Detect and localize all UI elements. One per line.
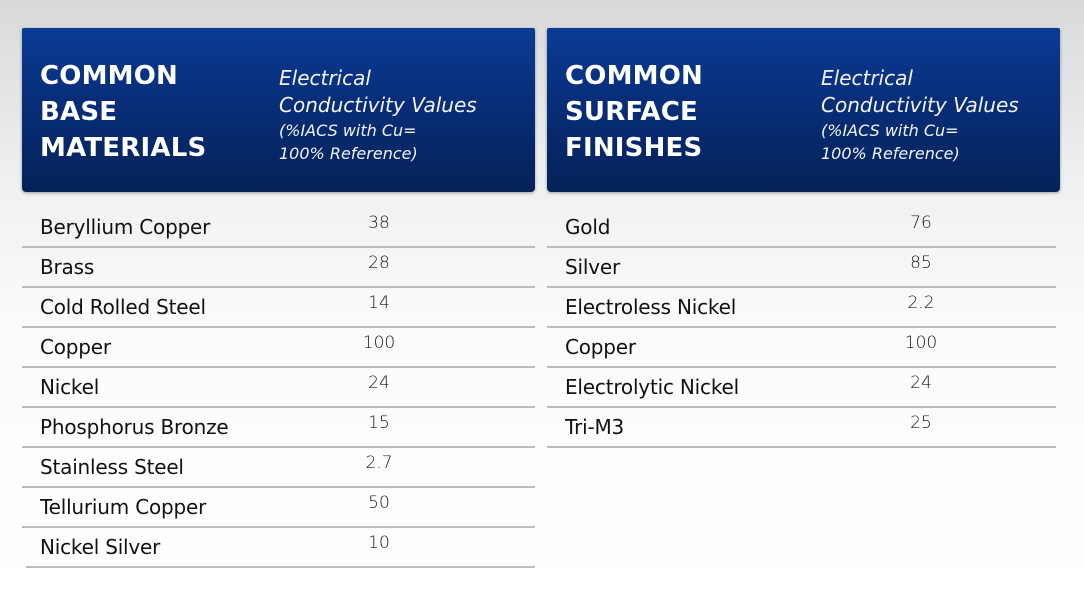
material-name: Stainless Steel — [40, 455, 184, 479]
finish-name: Copper — [565, 335, 636, 359]
subtitle-line: Conductivity Values — [821, 93, 1019, 117]
surface-finishes-table: Gold 76 Silver 85 Electroless Nickel 2.2 Co… — [547, 208, 1056, 448]
subtitle-line: Conductivity Values — [279, 93, 477, 117]
conductivity-value: 24 — [368, 373, 390, 393]
finish-name: Gold — [565, 215, 611, 239]
table-row: Beryllium Copper 38 — [22, 208, 535, 248]
conductivity-value: 28 — [368, 253, 390, 273]
subtitle-line: Electrical — [279, 66, 371, 90]
surface-finishes-subtitle: Electrical Conductivity Values (%IACS wi… — [821, 65, 1019, 165]
subtitle-note: (%IACS with Cu= — [279, 121, 417, 140]
title-line: SURFACE — [565, 97, 698, 127]
finish-name: Electrolytic Nickel — [565, 375, 739, 399]
table-row: Copper 100 — [22, 328, 535, 368]
base-materials-header: COMMON BASE MATERIALS Electrical Conduct… — [22, 28, 535, 192]
table-row: Stainless Steel 2.7 — [22, 448, 535, 488]
finish-name: Tri-M3 — [565, 415, 625, 439]
table-row: Electrolytic Nickel 24 — [547, 368, 1056, 408]
finish-name: Electroless Nickel — [565, 295, 737, 319]
table-row: Tellurium Copper 50 — [22, 488, 535, 528]
table-row: Gold 76 — [547, 208, 1056, 248]
title-line: COMMON — [40, 61, 178, 91]
conductivity-value: 50 — [368, 493, 390, 513]
title-line: FINISHES — [565, 133, 703, 163]
title-line: MATERIALS — [40, 133, 207, 163]
conductivity-value: 25 — [910, 413, 932, 433]
surface-finishes-header: COMMON SURFACE FINISHES Electrical Condu… — [547, 28, 1060, 192]
table-row: Silver 85 — [547, 248, 1056, 288]
conductivity-value: 15 — [368, 413, 390, 433]
table-row: Brass 28 — [22, 248, 535, 288]
base-materials-subtitle: Electrical Conductivity Values (%IACS wi… — [279, 65, 477, 165]
table-row: Nickel 24 — [22, 368, 535, 408]
base-materials-panel: COMMON BASE MATERIALS Electrical Conduct… — [22, 28, 535, 568]
finish-name: Silver — [565, 255, 620, 279]
conductivity-value: 14 — [368, 293, 390, 313]
base-materials-title: COMMON BASE MATERIALS — [40, 58, 206, 166]
surface-finishes-panel: COMMON SURFACE FINISHES Electrical Condu… — [547, 28, 1060, 448]
table-row: Electroless Nickel 2.2 — [547, 288, 1056, 328]
conductivity-value: 100 — [362, 333, 396, 353]
table-row: Phosphorus Bronze 15 — [22, 408, 535, 448]
conductivity-value: 100 — [904, 333, 938, 353]
table-row: Tri-M3 25 — [547, 408, 1056, 448]
conductivity-value: 2.2 — [907, 293, 935, 313]
material-name: Brass — [40, 255, 95, 279]
title-line: COMMON — [565, 61, 703, 91]
material-name: Cold Rolled Steel — [40, 295, 206, 319]
material-name: Nickel — [40, 375, 100, 399]
material-name: Beryllium Copper — [40, 215, 211, 239]
surface-finishes-title: COMMON SURFACE FINISHES — [565, 58, 703, 166]
conductivity-value: 2.7 — [365, 453, 393, 473]
conductivity-value: 76 — [910, 213, 932, 233]
conductivity-value: 38 — [368, 213, 390, 233]
material-name: Copper — [40, 335, 111, 359]
table-row: Nickel Silver 10 — [26, 528, 535, 568]
subtitle-line: Electrical — [821, 66, 913, 90]
subtitle-note: 100% Reference) — [821, 144, 960, 163]
title-line: BASE — [40, 97, 118, 127]
conductivity-value: 85 — [910, 253, 932, 273]
material-name: Nickel Silver — [40, 535, 161, 559]
base-materials-table: Beryllium Copper 38 Brass 28 Cold Rolled S… — [22, 208, 535, 568]
conductivity-value: 24 — [910, 373, 932, 393]
table-row: Copper 100 — [547, 328, 1056, 368]
material-name: Tellurium Copper — [40, 495, 207, 519]
subtitle-note: (%IACS with Cu= — [821, 121, 959, 140]
conductivity-value: 10 — [368, 533, 390, 553]
table-row: Cold Rolled Steel 14 — [22, 288, 535, 328]
subtitle-note: 100% Reference) — [279, 144, 418, 163]
material-name: Phosphorus Bronze — [40, 415, 229, 439]
